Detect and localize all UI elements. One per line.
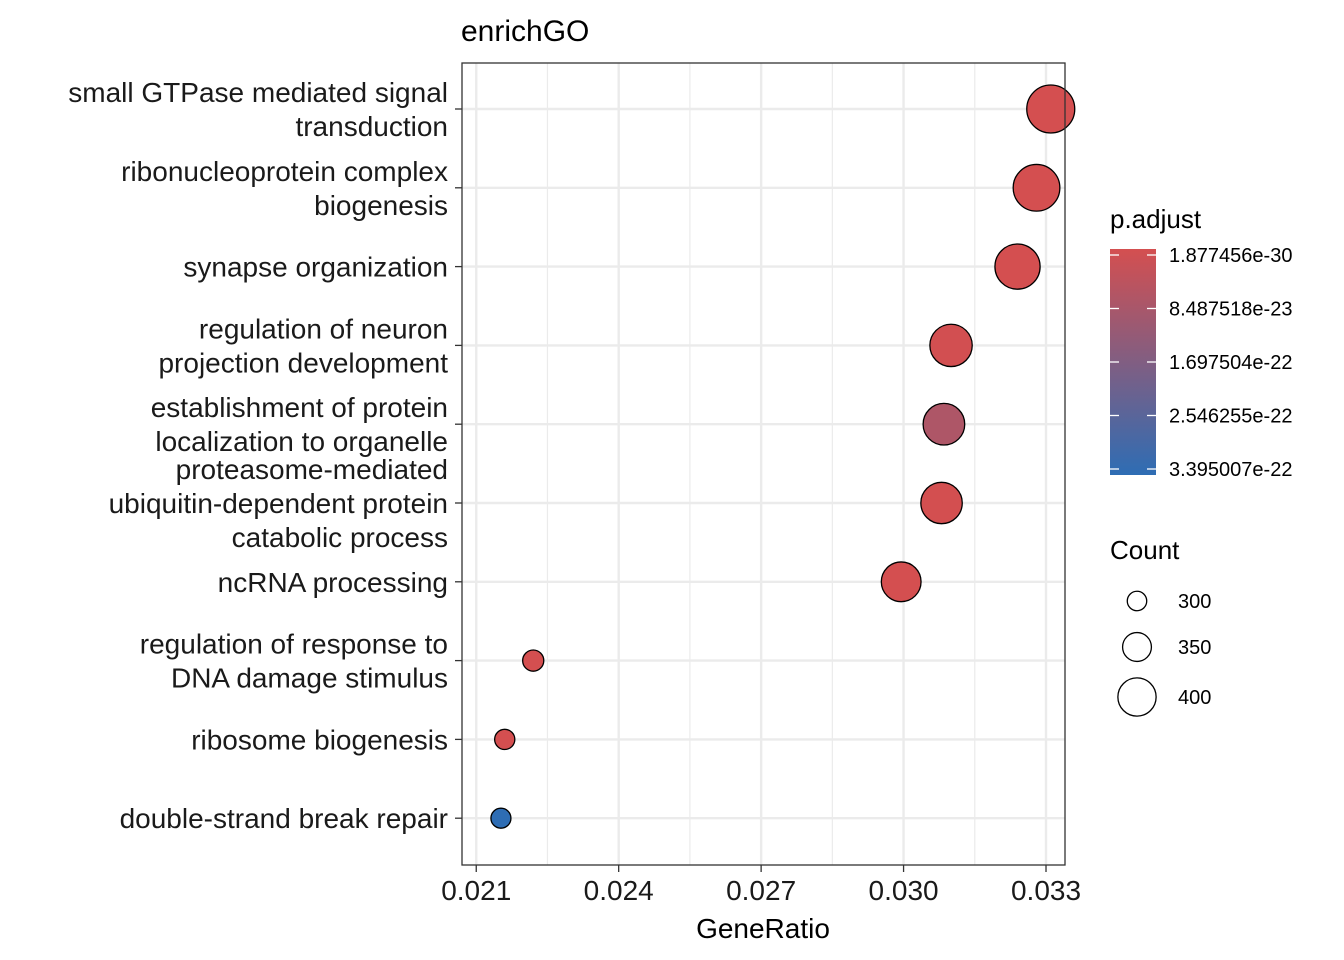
data-point: [922, 402, 966, 446]
color-legend: p.adjust 1.877456e-30 8.487518e-23 1.69750…: [1110, 204, 1292, 481]
panel-background: [462, 63, 1065, 865]
color-legend-label: 1.697504e-22: [1169, 352, 1292, 374]
data-point: [920, 481, 963, 525]
data-point: [880, 561, 922, 603]
y-tick-label: establishment of protein localization to …: [151, 392, 448, 457]
x-tick-label: 0.027: [726, 875, 796, 906]
panel-border: [461, 62, 1066, 866]
data-point: [929, 323, 973, 368]
x-tick-label: 0.033: [1011, 875, 1081, 906]
color-legend-label: 2.546255e-22: [1169, 406, 1292, 428]
size-legend-circle: [1117, 677, 1157, 717]
x-tick-label: 0.030: [869, 875, 939, 906]
data-point: [1026, 84, 1076, 134]
y-tick-label: synapse organization: [183, 252, 448, 283]
panel-frame: [461, 62, 1066, 866]
size-legend-label: 400: [1178, 687, 1211, 709]
size-legend: Count 300 350 400: [1110, 535, 1211, 717]
data-point: [522, 649, 545, 672]
chart-title: enrichGO: [461, 15, 589, 48]
y-tick-label: ncRNA processing: [218, 567, 448, 598]
data-point: [1012, 163, 1061, 212]
size-legend-label: 300: [1178, 591, 1211, 613]
data-point: [994, 243, 1041, 290]
data-points: [490, 84, 1076, 829]
data-point: [490, 807, 512, 829]
y-tick-label: regulation of neuron projection developme…: [158, 313, 448, 378]
y-tick-label: ribosome biogenesis: [191, 724, 448, 755]
y-tick-label: small GTPase mediated signal transduction: [68, 77, 448, 142]
size-legend-circle: [1126, 590, 1148, 612]
data-point: [493, 728, 516, 751]
color-legend-label: 1.877456e-30: [1169, 245, 1292, 267]
size-legend-circle: [1121, 631, 1153, 663]
y-tick-label: double-strand break repair: [120, 803, 448, 834]
x-axis-title: GeneRatio: [696, 913, 830, 944]
x-axis-ticks: 0.021 0.024 0.027 0.030 0.033: [441, 865, 1081, 906]
y-tick-label: regulation of response to DNA damage stim…: [140, 629, 448, 694]
size-legend-label: 350: [1178, 637, 1211, 659]
size-legend-title: Count: [1110, 535, 1180, 565]
x-tick-label: 0.024: [584, 875, 654, 906]
color-legend-label: 3.395007e-22: [1169, 459, 1292, 481]
plot-panel: [462, 63, 1065, 865]
y-axis-labels: small GTPase mediated signal transduction…: [68, 77, 462, 834]
y-tick-label: ribonucleoprotein complex biogenesis: [121, 156, 448, 221]
x-tick-label: 0.021: [441, 875, 511, 906]
y-tick-label: proteasome-mediated ubiquitin-dependent p…: [109, 454, 448, 553]
color-legend-label: 8.487518e-23: [1169, 299, 1292, 321]
color-legend-title: p.adjust: [1110, 204, 1202, 234]
